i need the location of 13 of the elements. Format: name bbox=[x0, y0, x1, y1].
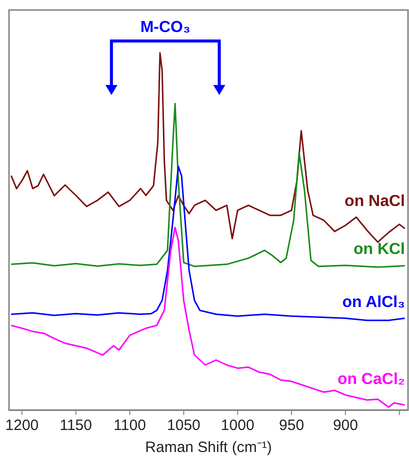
x-tick-label: 1200 bbox=[5, 417, 39, 434]
series-label: on NaCl bbox=[344, 193, 405, 212]
x-tick-label: 1050 bbox=[167, 417, 200, 434]
series-label: on CaCl₂ bbox=[337, 371, 405, 389]
x-axis-title: Raman Shift (cm⁻¹) bbox=[145, 439, 272, 456]
x-tick-label: 1100 bbox=[114, 417, 146, 434]
x-tick-label: 900 bbox=[332, 417, 358, 434]
x-tick-label: 1000 bbox=[220, 417, 254, 434]
x-tick-label: 950 bbox=[279, 417, 304, 434]
series-label: on AlCl₃ bbox=[342, 294, 405, 312]
series-label: on KCl bbox=[353, 241, 405, 260]
x-tick-label: 1150 bbox=[60, 417, 92, 434]
text: M-CO₃ bbox=[140, 19, 190, 37]
